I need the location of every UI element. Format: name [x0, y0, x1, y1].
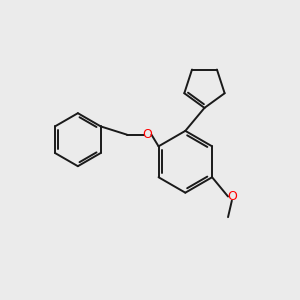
Text: O: O — [227, 190, 237, 203]
Text: O: O — [143, 128, 153, 141]
